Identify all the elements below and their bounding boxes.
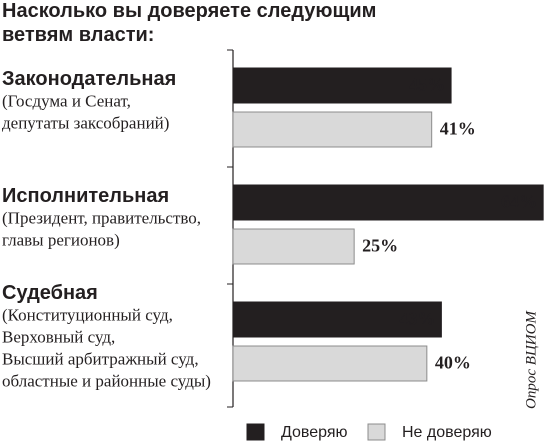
category-note: Высший арбитражный суд, [2,349,199,368]
category-note: (Президент, правительство, [2,208,201,227]
chart-title: Насколько вы доверяете следующим ветвям в… [2,0,376,46]
category-note: депутаты заксобраний) [2,113,169,132]
category-label: Судебная [2,282,98,304]
source: Опрос ВЦИОМ [523,310,539,409]
legend-label: Не доверяю [402,424,492,441]
value-label: 64% [501,192,537,212]
bar [232,67,452,104]
category-note: (Конституционный суд, [2,305,173,324]
legend-label: Доверяю [281,424,348,441]
value-label: 45% [409,75,445,95]
value-label: 43% [399,309,435,329]
value-label: 41% [440,119,476,139]
category-label: Исполнительная [2,185,169,207]
bar [232,184,544,221]
bar [232,228,355,265]
legend-swatch [246,423,265,441]
value-label: 40% [435,353,471,373]
value-label: 25% [362,236,398,256]
category-note: (Госдума и Сенат, [2,91,131,110]
bar [232,345,428,382]
bar [232,111,433,148]
category-note: Верховный суд, [2,327,115,346]
category-label: Законодательная [2,68,176,90]
category-note: областные и районные суды) [2,371,211,390]
legend-swatch [367,423,386,441]
category-note: главы регионов) [2,230,120,249]
bar [232,301,442,338]
